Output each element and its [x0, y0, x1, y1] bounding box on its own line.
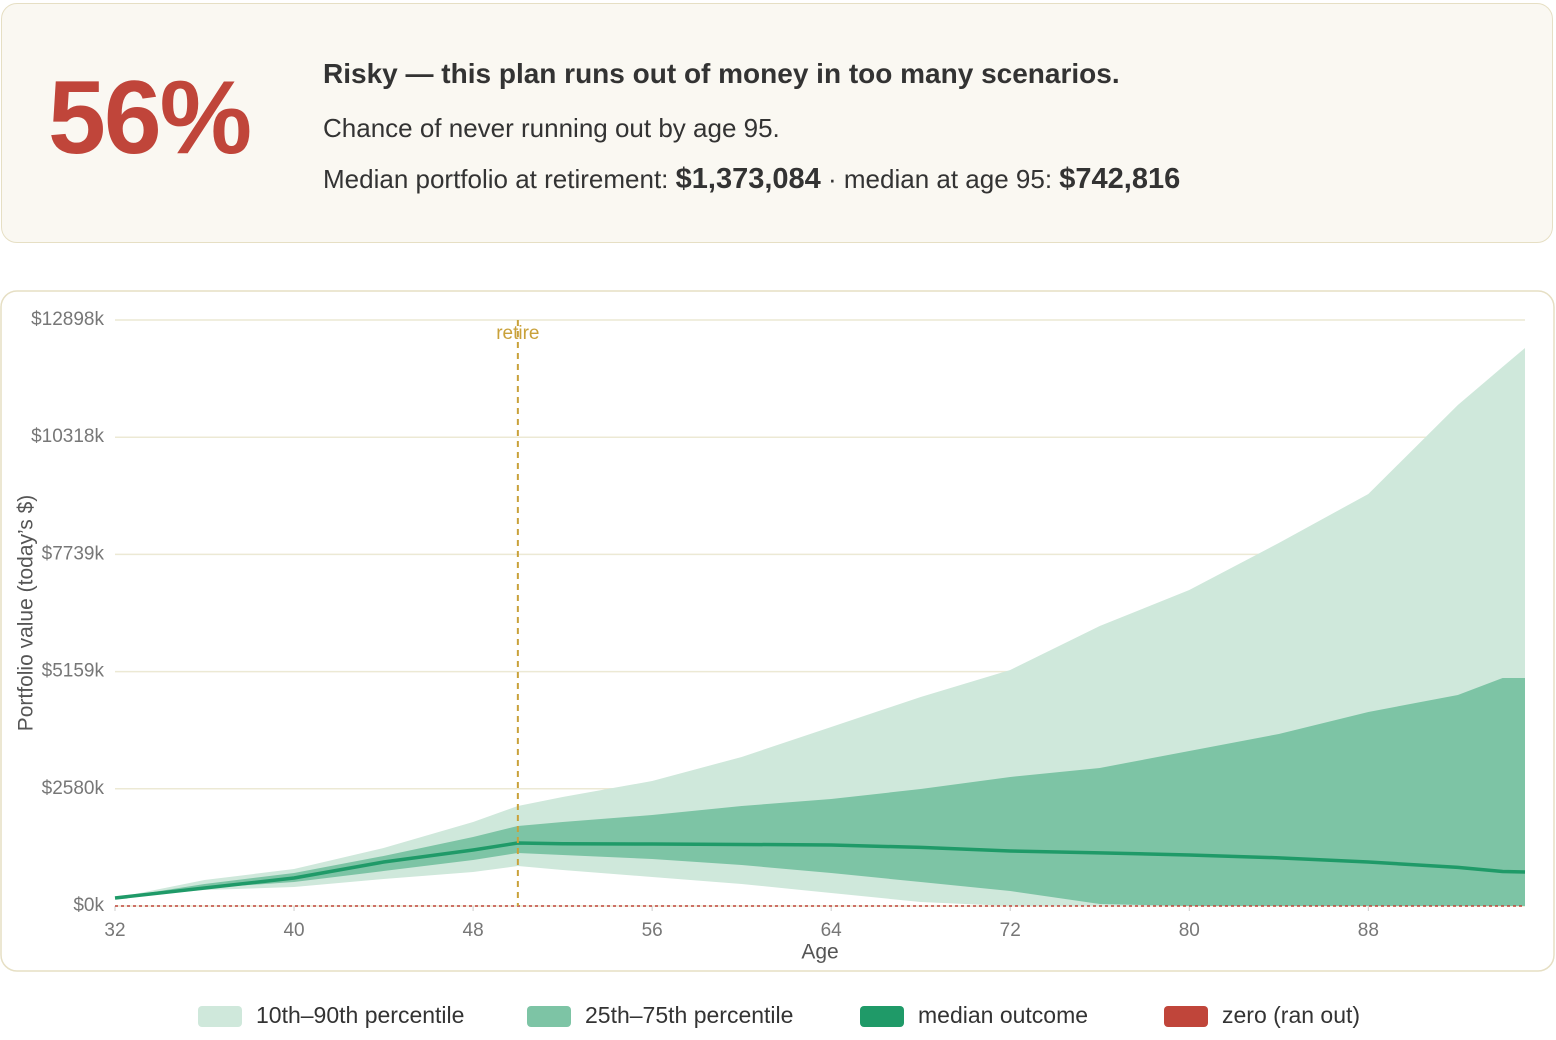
x-tick-label: 88 [1358, 920, 1379, 941]
y-tick-label: $5159k [42, 661, 105, 682]
legend-swatch [527, 1006, 571, 1027]
legend-label: zero (ran out) [1222, 1002, 1360, 1028]
legend-label: 25th–75th percentile [585, 1002, 793, 1028]
legend-label: median outcome [918, 1002, 1088, 1028]
x-tick-label: 80 [1179, 920, 1200, 941]
median-line [114, 841, 1526, 900]
y-tick-label: $2580k [42, 778, 105, 799]
x-tick-label: 64 [821, 920, 843, 941]
x-tick-label: 72 [1000, 920, 1021, 941]
legend-swatch [860, 1006, 904, 1027]
stat-value: $742,816 [1059, 163, 1181, 195]
x-tick-label: 48 [463, 920, 484, 941]
score: 56% [48, 60, 252, 176]
y-tick-label: $10318k [31, 426, 104, 447]
headline: Risky — this plan runs out of money in t… [323, 58, 1120, 89]
x-tick-label: 32 [104, 920, 125, 941]
summary-card: 56% Risky — this plan runs out of money … [1, 3, 1553, 243]
stat-label: Median portfolio at retirement: [323, 164, 669, 194]
x-axis-label: Age [801, 941, 838, 964]
stat-value: $1,373,084 [675, 163, 821, 195]
legend-label: 10th–90th percentile [256, 1002, 464, 1028]
x-tick-label: 56 [642, 920, 663, 941]
legend-swatch [1164, 1006, 1208, 1027]
stat-label: · median at age 95: [828, 164, 1053, 194]
y-tick-label: $0k [73, 895, 104, 916]
stats: Median portfolio at retirement: $1,373,0… [323, 163, 1180, 196]
subtitle: Chance of never running out by age 95. [323, 113, 780, 143]
y-tick-label: $7739k [42, 543, 105, 564]
x-tick-label: 40 [283, 920, 304, 941]
retire-label: retire [496, 323, 539, 344]
y-tick-label: $12898k [31, 309, 104, 330]
y-axis-label: Portfolio value (today’s $) [15, 495, 38, 732]
legend-swatch [198, 1006, 242, 1027]
